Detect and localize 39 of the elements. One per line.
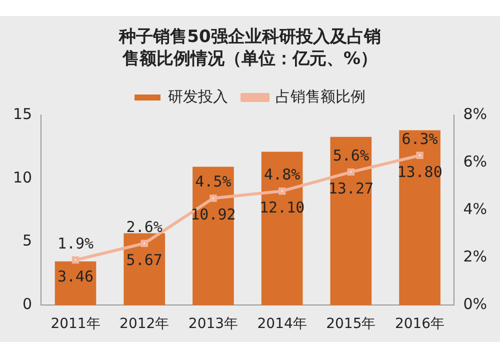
data-label: 2.6% <box>126 218 162 236</box>
legend-label: 研发投入 <box>168 87 228 106</box>
text: 售额比例情况（单位：亿元、%） <box>122 49 378 69</box>
x-tick-label: 2013年 <box>188 316 238 332</box>
x-tick-label: 2015年 <box>326 316 376 332</box>
x-tick-label: 2011年 <box>50 316 100 332</box>
y-tick-label: 15 <box>12 104 32 123</box>
y-tick-label: 0 <box>22 295 32 314</box>
data-label: 4.8% <box>264 165 300 184</box>
point <box>347 168 355 176</box>
data-label: 5.67 <box>126 250 162 269</box>
point <box>416 152 424 160</box>
y-tick-label: 10 <box>12 168 32 186</box>
point <box>72 256 80 264</box>
y2-tick-label: 8% <box>463 104 487 123</box>
legend-label: 占销售额比例 <box>276 87 366 106</box>
point <box>210 194 217 202</box>
y2-tick-label: 0% <box>463 295 487 314</box>
data-label: 3.46 <box>57 267 94 286</box>
bar <box>192 166 234 306</box>
x-tick-label: 2016年 <box>394 316 445 332</box>
point <box>278 187 286 195</box>
y-tick-label: 5 <box>22 232 32 250</box>
y2-tick-label: 4% <box>463 200 487 218</box>
data-label: 1.9% <box>57 234 94 252</box>
bar <box>399 130 440 306</box>
x-tick-label: 2014年 <box>257 316 307 332</box>
bar <box>330 136 372 306</box>
point <box>140 240 148 248</box>
y2-tick-label: 6% <box>463 152 487 170</box>
y2-tick-label: 2% <box>463 248 487 266</box>
x-tick-label: 2012年 <box>120 316 170 332</box>
data-label: 4.5% <box>195 172 232 191</box>
data-label: 6.3% <box>402 130 438 148</box>
bar <box>124 233 166 306</box>
text: 种子销售50强企业科研投入及占销 <box>119 27 381 47</box>
data-label: 5.6% <box>332 146 369 164</box>
bar <box>54 261 96 306</box>
bar <box>261 152 303 306</box>
